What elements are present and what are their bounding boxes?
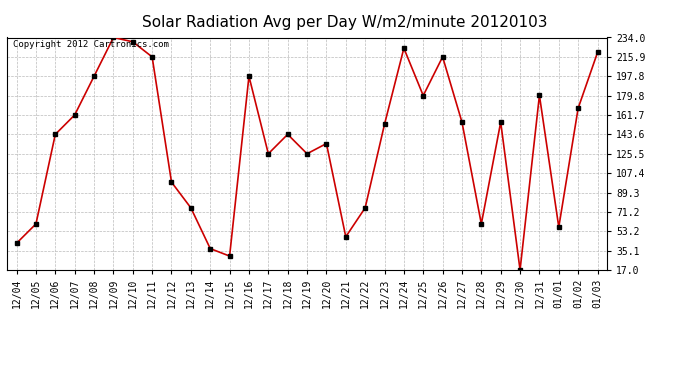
Text: Copyright 2012 Cartronics.com: Copyright 2012 Cartronics.com — [13, 40, 169, 49]
Text: Solar Radiation Avg per Day W/m2/minute 20120103: Solar Radiation Avg per Day W/m2/minute … — [142, 15, 548, 30]
